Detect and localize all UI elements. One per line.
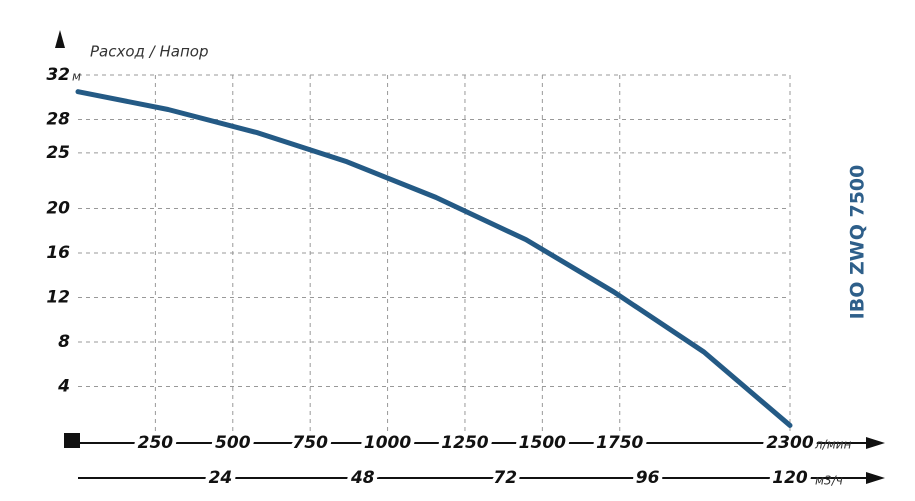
x-tick-label: 1500 [519,433,566,453]
x2-tick-label: 96 [636,468,660,488]
x2-unit: м3/ч [815,474,843,488]
x-tick-label: 250 [138,433,174,453]
y-tick-label: 20 [46,199,70,219]
y-tick-label: 12 [46,288,70,308]
x-tick-label: 1750 [596,433,643,453]
origin-square [64,433,80,448]
y-unit: м [72,70,81,84]
x2-tick-label: 24 [209,468,233,488]
y-tick-label: 25 [46,143,70,163]
y-tick-label: 32 [46,65,70,85]
x-arrow [866,437,885,449]
x-tick-label: 1000 [364,433,411,453]
y-tick-label: 4 [57,377,70,397]
x-tick-label: 1250 [441,433,488,453]
x2-arrow [866,472,885,484]
y-tick-label: 8 [58,332,70,352]
x-tick-label: 500 [215,433,251,453]
y-arrow [55,30,65,48]
curve [75,89,793,428]
y-tick-label: 28 [46,110,70,130]
x2-tick-label: 120 [772,468,808,488]
y-tick-label: 16 [46,243,70,263]
x-tick-label: 750 [292,433,328,453]
x-tick-label: 2300 [766,433,813,453]
y-label: Расход / Напор [90,43,208,61]
chart-title: IBO ZWQ 7500 [847,165,869,320]
x2-tick-label: 72 [493,468,517,488]
x-unit: л/мин [814,438,852,452]
x2-tick-label: 48 [350,468,375,488]
